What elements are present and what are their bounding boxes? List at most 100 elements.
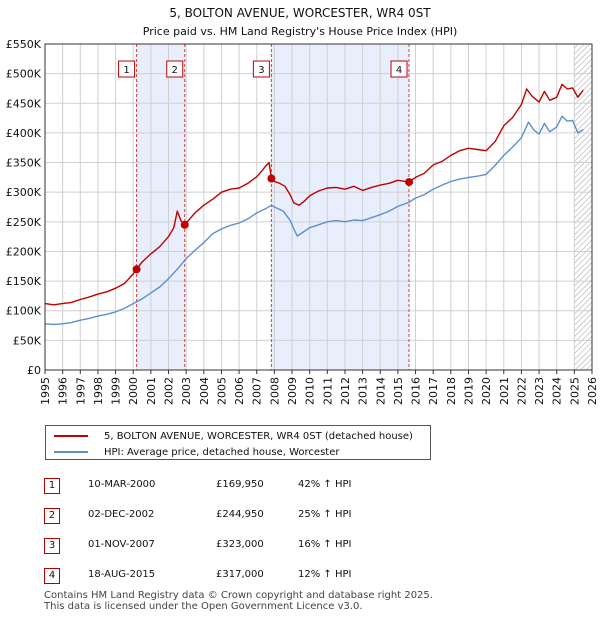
shaded-range (271, 44, 410, 370)
legend: 5, BOLTON AVENUE, WORCESTER, WR4 0ST (de… (45, 425, 431, 460)
sale-marker-badge: 3 (44, 538, 60, 554)
chart-subtitle: Price paid vs. HM Land Registry's House … (143, 25, 458, 38)
y-tick-label: £50K (13, 334, 42, 347)
sale-price: £169,950 (216, 479, 264, 490)
sale-hpi-diff: 25% ↑ HPI (298, 509, 352, 520)
x-tick-label: 1998 (92, 377, 105, 405)
y-tick-label: £200K (6, 245, 42, 258)
legend-swatch-hpi (54, 451, 88, 453)
sales-table: 1 10-MAR-2000 £169,950 42% ↑ HPI 2 02-DE… (44, 472, 564, 592)
sale-hpi-diff: 42% ↑ HPI (298, 479, 352, 490)
chart-title: 5, BOLTON AVENUE, WORCESTER, WR4 0ST (169, 6, 431, 20)
sale-row: 3 01-NOV-2007 £323,000 16% ↑ HPI (44, 532, 564, 562)
x-tick-label: 2005 (215, 377, 228, 405)
y-tick-label: £550K (6, 38, 42, 51)
y-tick-label: £150K (6, 275, 42, 288)
sale-hpi-diff: 12% ↑ HPI (298, 569, 352, 580)
x-tick-label: 2018 (445, 377, 458, 405)
sale-marker-label: 3 (258, 65, 264, 76)
series-lines (44, 44, 584, 370)
x-tick-label: 2009 (286, 377, 299, 405)
x-tick-label: 1995 (39, 377, 52, 405)
sale-date: 01-NOV-2007 (88, 539, 155, 550)
sale-point (132, 265, 141, 274)
x-tick-label: 2023 (533, 377, 546, 405)
x-tick-label: 2003 (180, 377, 193, 405)
x-tick-label: 2025 (568, 377, 581, 405)
shaded-range (136, 44, 185, 370)
x-tick-label: 2014 (374, 377, 387, 405)
sale-marker-box (390, 60, 408, 78)
footer-line: This data is licensed under the Open Gov… (44, 601, 363, 612)
y-tick-label: £250K (6, 216, 42, 229)
hpi-line (44, 115, 584, 326)
x-tick-label: 2010 (304, 377, 317, 405)
sale-marker-badge: 4 (44, 568, 60, 584)
hatched-region (574, 44, 592, 370)
sale-marker-box (118, 60, 136, 78)
x-tick-label: 2016 (410, 377, 423, 405)
x-tick-label: 1997 (74, 377, 87, 405)
x-tick-label: 2008 (268, 377, 281, 405)
x-tick-label: 2026 (586, 377, 599, 405)
x-tick-label: 2020 (480, 377, 493, 405)
sale-row: 2 02-DEC-2002 £244,950 25% ↑ HPI (44, 502, 564, 532)
sale-price: £317,000 (216, 569, 264, 580)
x-tick-label: 2017 (427, 377, 440, 405)
y-tick-label: £450K (6, 97, 42, 110)
x-tick-label: 2004 (198, 377, 211, 405)
x-tick-label: 2013 (357, 377, 370, 405)
x-tick-label: 2022 (515, 377, 528, 405)
price-line (44, 83, 584, 306)
x-tick-label: 2007 (251, 377, 264, 405)
legend-item-hpi: HPI: Average price, detached house, Worc… (54, 445, 339, 459)
legend-label-hpi: HPI: Average price, detached house, Worc… (104, 446, 340, 458)
y-tick-label: £400K (6, 127, 42, 140)
sale-date: 18-AUG-2015 (88, 569, 156, 580)
sale-hpi-diff: 16% ↑ HPI (298, 539, 352, 550)
y-tick-label: £300K (6, 186, 42, 199)
sale-date: 02-DEC-2002 (88, 509, 155, 520)
sale-price: £323,000 (216, 539, 264, 550)
x-tick-label: 1999 (110, 377, 123, 405)
x-tick-label: 2024 (551, 377, 564, 405)
plot-frame (44, 43, 593, 371)
y-tick-label: £100K (6, 305, 42, 318)
sale-marker-badge: 1 (44, 478, 60, 494)
sale-row: 1 10-MAR-2000 £169,950 42% ↑ HPI (44, 472, 564, 502)
x-tick-label: 2015 (392, 377, 405, 405)
sale-marker-badge: 2 (44, 508, 60, 524)
footer-attribution: Contains HM Land Registry data © Crown c… (44, 590, 433, 612)
sale-marks: 1 2 3 4 (118, 60, 414, 274)
sale-marker-label: 4 (396, 65, 402, 76)
y-tick-label: £500K (6, 68, 42, 81)
sale-row: 4 18-AUG-2015 £317,000 12% ↑ HPI (44, 562, 564, 592)
sale-marker-label: 2 (172, 65, 178, 76)
x-tick-label: 2001 (145, 377, 158, 405)
legend-swatch-price (54, 435, 88, 437)
sale-point (405, 178, 414, 187)
x-tick-label: 2006 (233, 377, 246, 405)
legend-label-price: 5, BOLTON AVENUE, WORCESTER, WR4 0ST (de… (104, 430, 413, 442)
sale-marker-box (252, 60, 270, 78)
x-tick-label: 2000 (127, 377, 140, 405)
sale-date: 10-MAR-2000 (88, 479, 156, 490)
x-tick-label: 1996 (57, 377, 70, 405)
footer-line: Contains HM Land Registry data © Crown c… (44, 590, 433, 601)
plot-background (136, 44, 592, 370)
legend-item-price: 5, BOLTON AVENUE, WORCESTER, WR4 0ST (de… (54, 429, 413, 443)
x-tick-label: 2012 (339, 377, 352, 405)
sale-price: £244,950 (216, 509, 264, 520)
x-tick-label: 2002 (163, 377, 176, 405)
sale-marker-box (166, 60, 184, 78)
x-tick-label: 2011 (321, 377, 334, 405)
sale-marker-label: 1 (123, 65, 129, 76)
axes: £0 £50K £100K £150K £200K £250K £300K £350K £400… (6, 38, 599, 405)
sale-point (180, 220, 189, 229)
x-tick-label: 2019 (462, 377, 475, 405)
y-tick-label: £0 (27, 364, 41, 377)
y-tick-label: £350K (6, 157, 42, 170)
chart: 5, BOLTON AVENUE, WORCESTER, WR4 0ST Pri… (6, 6, 599, 405)
x-tick-label: 2021 (498, 377, 511, 405)
sale-point (267, 174, 276, 183)
